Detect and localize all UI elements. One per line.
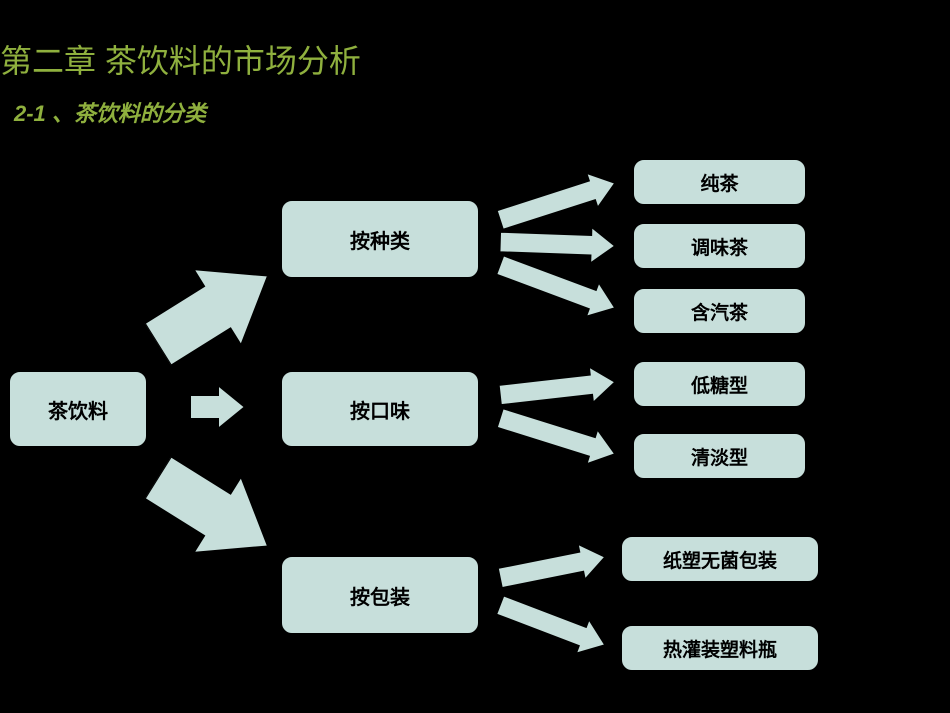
block-arrow-mid xyxy=(190,383,245,431)
node-leaf-lowsugar: 低糖型 xyxy=(632,360,807,408)
node-root: 茶饮料 xyxy=(8,370,148,448)
node-category-type: 按种类 xyxy=(280,199,480,279)
thin-arrow xyxy=(496,596,605,654)
thin-arrow xyxy=(497,409,615,465)
node-leaf-sparkling: 含汽茶 xyxy=(632,287,807,335)
section-subtitle: 2-1 、茶饮料的分类 xyxy=(14,96,206,128)
node-leaf-aseptic: 纸塑无菌包装 xyxy=(620,535,820,583)
thin-arrow xyxy=(497,256,616,317)
thin-arrow xyxy=(498,544,605,588)
node-leaf-light: 清淡型 xyxy=(632,432,807,480)
diagram-canvas: 第二章 茶饮料的市场分析 2-1 、茶饮料的分类 茶饮料 按种类 按口味 按包装… xyxy=(0,0,950,713)
node-category-taste: 按口味 xyxy=(280,370,480,448)
thin-arrow xyxy=(500,227,615,263)
node-leaf-flavored: 调味茶 xyxy=(632,222,807,270)
chapter-title: 第二章 茶饮料的市场分析 xyxy=(0,36,361,82)
node-leaf-pure: 纯茶 xyxy=(632,158,807,206)
block-arrow-down xyxy=(131,435,294,589)
block-arrow-up xyxy=(131,233,294,387)
node-category-package: 按包装 xyxy=(280,555,480,635)
thin-arrow xyxy=(497,173,615,229)
thin-arrow xyxy=(499,367,615,405)
node-leaf-hotfill: 热灌装塑料瓶 xyxy=(620,624,820,672)
